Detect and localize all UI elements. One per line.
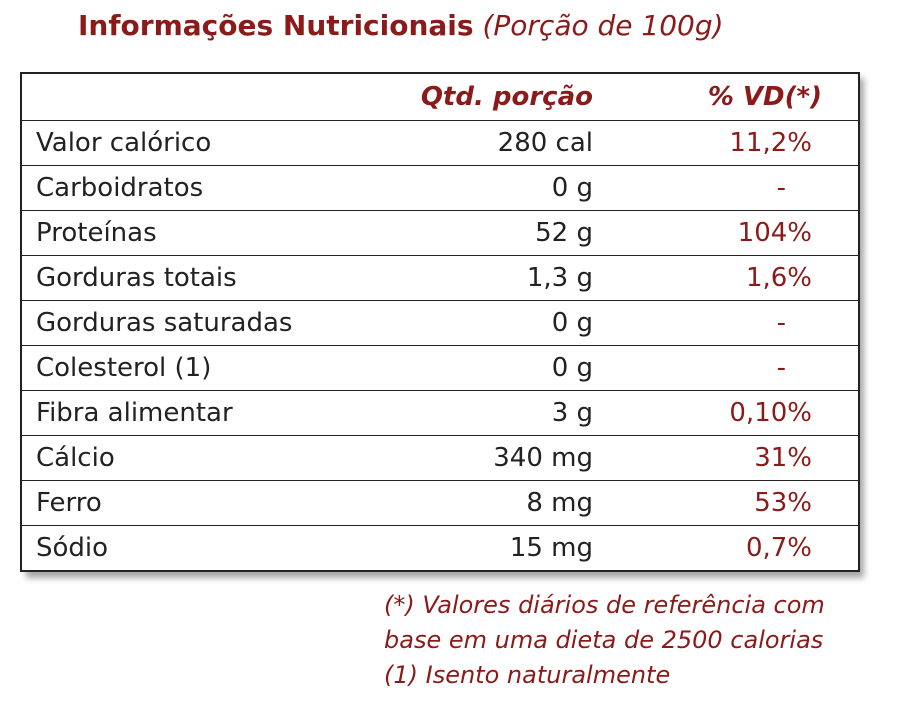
nutrient-vd: 0,10% xyxy=(601,390,859,436)
nutrient-name: Fibra alimentar xyxy=(21,390,401,436)
nutrient-qty: 15 mg xyxy=(401,525,601,572)
nutrient-qty: 0 g xyxy=(401,345,601,391)
header-vd: % VD(*) xyxy=(601,72,859,121)
nutrient-name: Gorduras totais xyxy=(21,255,401,301)
footnotes: (*) Valores diários de referência com ba… xyxy=(384,588,825,693)
nutrient-vd: 1,6% xyxy=(601,255,859,301)
footnote-vd-cont: base em uma dieta de 2500 calorias xyxy=(384,626,824,654)
nutrient-vd: - xyxy=(601,345,859,391)
nutrient-name: Proteínas xyxy=(21,210,401,256)
table-row: Proteínas 52 g 104% xyxy=(21,210,859,256)
nutrient-vd: 0,7% xyxy=(601,525,859,572)
table-row: Colesterol (1) 0 g - xyxy=(21,345,859,391)
nutrient-qty: 340 mg xyxy=(401,435,601,481)
nutrient-name: Ferro xyxy=(21,480,401,526)
table-row: Ferro 8 mg 53% xyxy=(21,480,859,526)
table-row: Gorduras saturadas 0 g - xyxy=(21,300,859,346)
nutrient-vd: - xyxy=(601,165,859,211)
nutrient-qty: 8 mg xyxy=(401,480,601,526)
nutrient-name: Gorduras saturadas xyxy=(21,300,401,346)
nutrient-name: Colesterol (1) xyxy=(21,345,401,391)
nutrient-name: Cálcio xyxy=(21,435,401,481)
header-qty: Qtd. porção xyxy=(401,72,601,121)
nutrient-qty: 1,3 g xyxy=(401,255,601,301)
header-name xyxy=(21,72,401,121)
footnote-vd: (*) Valores diários de referência com xyxy=(384,591,825,619)
nutrition-table: Qtd. porção % VD(*) Valor calórico 280 c… xyxy=(20,72,860,572)
nutrient-name: Sódio xyxy=(21,525,401,572)
nutrient-vd: 53% xyxy=(601,480,859,526)
table-row: Gorduras totais 1,3 g 1,6% xyxy=(21,255,859,301)
nutrient-qty: 0 g xyxy=(401,165,601,211)
nutrient-vd: - xyxy=(601,300,859,346)
footnote-cholesterol: (1) Isento naturalmente xyxy=(384,661,671,689)
nutrient-qty: 280 cal xyxy=(401,120,601,166)
table-row: Valor calórico 280 cal 11,2% xyxy=(21,120,859,166)
nutrient-vd: 11,2% xyxy=(601,120,859,166)
table-header-row: Qtd. porção % VD(*) xyxy=(21,72,859,121)
nutrient-qty: 0 g xyxy=(401,300,601,346)
page-title: Informações Nutricionais (Porção de 100g… xyxy=(78,6,724,46)
title-main: Informações Nutricionais xyxy=(78,9,474,42)
nutrient-vd: 104% xyxy=(601,210,859,256)
nutrient-name: Carboidratos xyxy=(21,165,401,211)
nutrition-table-container: Qtd. porção % VD(*) Valor calórico 280 c… xyxy=(20,72,860,572)
nutrient-qty: 52 g xyxy=(401,210,601,256)
title-portion: (Porção de 100g) xyxy=(482,9,724,42)
nutrient-qty: 3 g xyxy=(401,390,601,436)
table-row: Fibra alimentar 3 g 0,10% xyxy=(21,390,859,436)
nutrient-name: Valor calórico xyxy=(21,120,401,166)
nutrient-vd: 31% xyxy=(601,435,859,481)
table-row: Cálcio 340 mg 31% xyxy=(21,435,859,481)
table-row: Sódio 15 mg 0,7% xyxy=(21,525,859,572)
table-row: Carboidratos 0 g - xyxy=(21,165,859,211)
